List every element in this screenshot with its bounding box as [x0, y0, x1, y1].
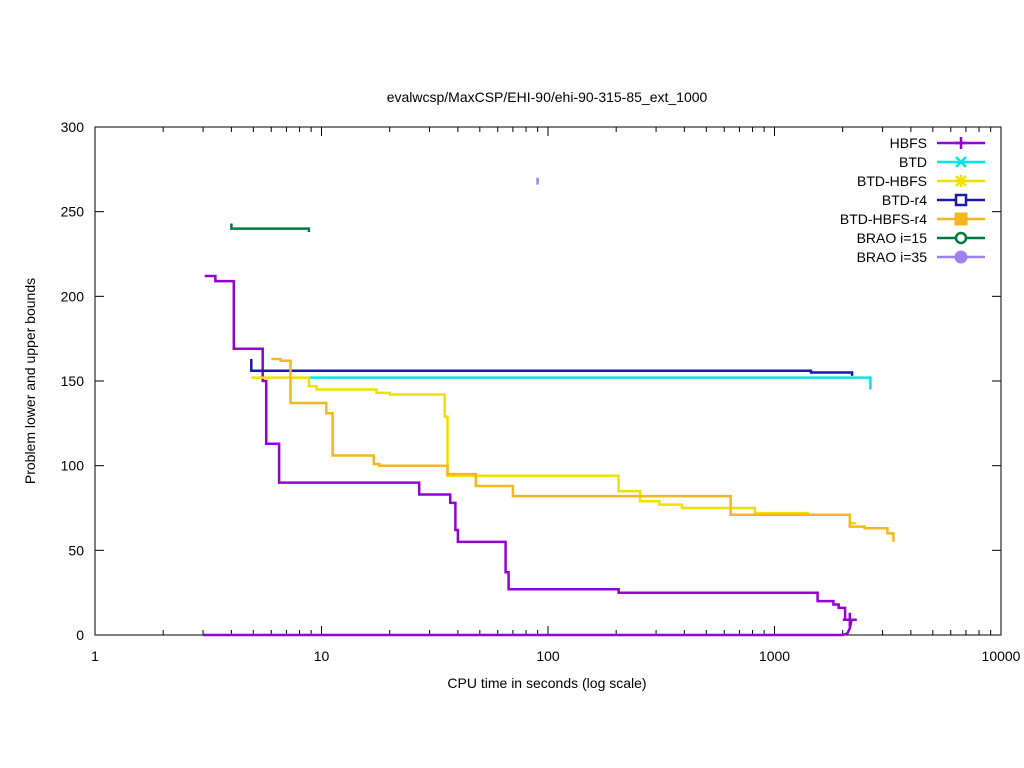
series-brao-i-15-upper: [230, 223, 311, 232]
x-tick-label: 10: [314, 648, 330, 664]
chart-title: evalwcsp/MaxCSP/EHI-90/ehi-90-315-85_ext…: [387, 89, 708, 105]
axes: 0 50 100 150 200 250 300 1 10 100 1000 10000: [61, 119, 1021, 664]
x-tick-label: 100: [536, 648, 560, 664]
legend-filled-circle-icon: [954, 250, 968, 264]
legend-label: BTD-r4: [882, 192, 927, 208]
legend-square-icon: [954, 193, 968, 207]
series-btd-r4-upper: [250, 359, 854, 376]
legend-label: BTD: [899, 154, 927, 170]
y-axis-label: Problem lower and upper bounds: [22, 278, 38, 484]
series-btd-hbfs-upper: [251, 376, 857, 525]
legend-label: BTD-HBFS-r4: [840, 211, 927, 227]
series-layer: [203, 177, 895, 637]
y-tick-label: 300: [61, 119, 85, 135]
x-tick-label: 1: [91, 648, 99, 664]
y-tick-label: 150: [61, 373, 85, 389]
y-tick-label: 0: [76, 627, 84, 643]
series-btd-upper: [308, 376, 872, 390]
x-tick-label: 10000: [982, 648, 1021, 664]
series-btd-hbfs-r4-upper: [271, 357, 895, 542]
y-tick-label: 100: [61, 458, 85, 474]
y-tick-label: 250: [61, 204, 85, 220]
x-axis-label: CPU time in seconds (log scale): [447, 675, 646, 691]
legend-label: BRAO i=15: [857, 230, 928, 246]
x-tick-label: 1000: [759, 648, 790, 664]
plot-frame: [94, 126, 1002, 636]
legend-label: BTD-HBFS: [857, 173, 927, 189]
legend-circle-icon: [954, 231, 968, 245]
y-tick-label: 200: [61, 288, 85, 304]
legend: HBFS BTD BTD-HBFS BTD-r4 BTD-HBFS-r4 BRAO i=1…: [840, 135, 985, 265]
legend-cross-icon: [955, 156, 967, 168]
legend-label: BRAO i=35: [857, 249, 928, 265]
series-hbfs-upper: [204, 274, 855, 622]
legend-label: HBFS: [890, 135, 927, 151]
y-tick-label: 50: [68, 542, 84, 558]
legend-filled-square-icon: [954, 212, 968, 226]
series-hbfs-lower: [203, 619, 854, 637]
